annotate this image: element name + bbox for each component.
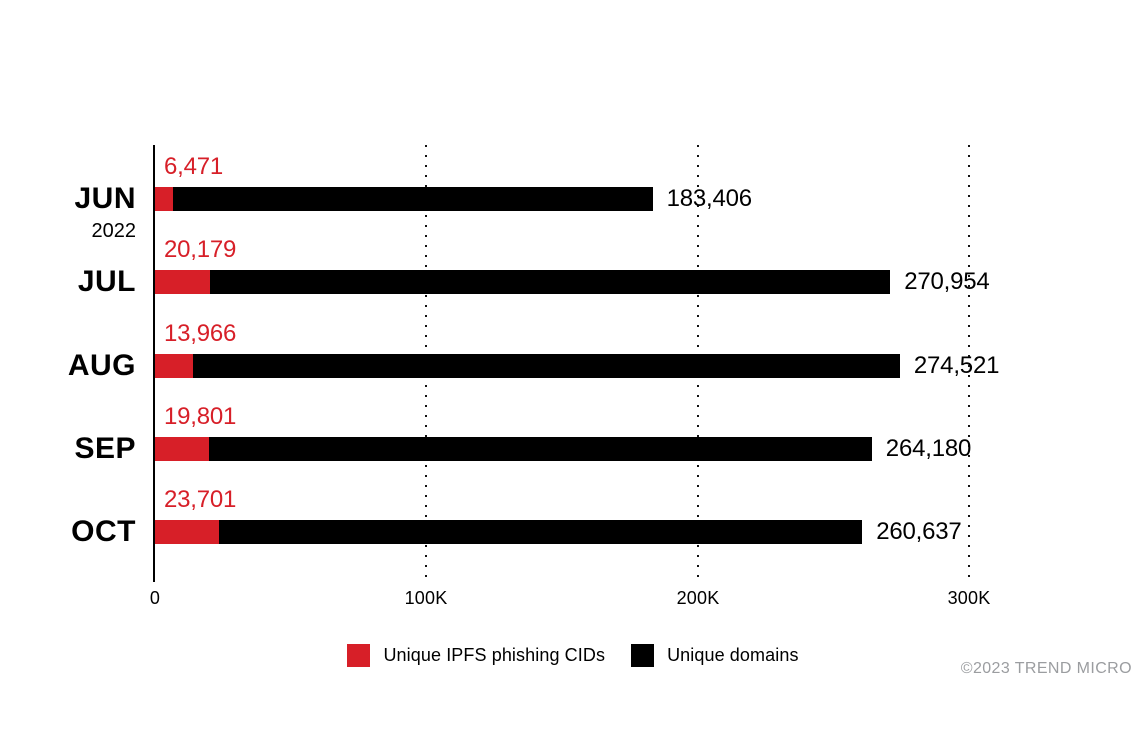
- domains-value-label: 183,406: [666, 185, 753, 212]
- category-label: OCT: [71, 515, 136, 548]
- domains-value-label: 270,954: [904, 268, 990, 295]
- cids-bar: [155, 520, 220, 544]
- cids-value-label: 13,966: [164, 320, 237, 347]
- domains-value-label: 264,180: [885, 435, 972, 462]
- domains-value-label: 260,637: [876, 518, 962, 545]
- cids-bar: [155, 354, 193, 378]
- bar-row-jul: JUL 20,179 270,954: [0, 236, 1146, 298]
- legend-label: Unique domains: [667, 645, 799, 665]
- category-label: JUN: [74, 182, 136, 215]
- bar-row-sep: SEP 19,801 264,180: [0, 403, 1146, 465]
- domains-bar: [155, 270, 891, 294]
- domains-swatch-icon: [631, 644, 655, 667]
- cids-value-label: 6,471: [164, 153, 224, 180]
- x-tick-label: 200K: [676, 588, 720, 608]
- cids-bar: [155, 437, 209, 461]
- cids-value-label: 19,801: [164, 403, 237, 430]
- x-tick-label: 0: [149, 588, 161, 608]
- gridline-300k: [968, 145, 970, 579]
- x-tick-label: 300K: [947, 588, 991, 608]
- domains-bar: [155, 187, 653, 211]
- legend-label: Unique IPFS phishing CIDs: [383, 645, 606, 665]
- bar-row-aug: AUG 13,966 274,521: [0, 320, 1146, 382]
- category-label: JUL: [77, 265, 136, 298]
- domains-bar: [155, 437, 872, 461]
- legend-item-domains: Unique domains: [631, 644, 798, 667]
- legend-item-cids: Unique IPFS phishing CIDs: [347, 644, 605, 667]
- year-label: 2022: [91, 220, 137, 242]
- cids-swatch-icon: [347, 644, 371, 667]
- cids-bar: [155, 187, 173, 211]
- x-tick-label: 100K: [404, 588, 448, 608]
- y-axis-line: [153, 145, 155, 582]
- legend: Unique IPFS phishing CIDs Unique domains: [0, 644, 1146, 667]
- copyright-text: ©2023 TREND MICRO: [960, 660, 1132, 677]
- cids-value-label: 23,701: [164, 486, 237, 513]
- category-label: SEP: [74, 432, 136, 465]
- domains-bar: [155, 354, 900, 378]
- bar-row-oct: OCT 23,701 260,637: [0, 486, 1146, 548]
- domains-bar: [155, 520, 863, 544]
- domains-value-label: 274,521: [913, 352, 1000, 379]
- cids-bar: [155, 270, 210, 294]
- cids-value-label: 20,179: [164, 236, 237, 263]
- category-label: AUG: [67, 349, 136, 382]
- bar-row-jun: JUN 2022 6,471 183,406: [0, 153, 1146, 242]
